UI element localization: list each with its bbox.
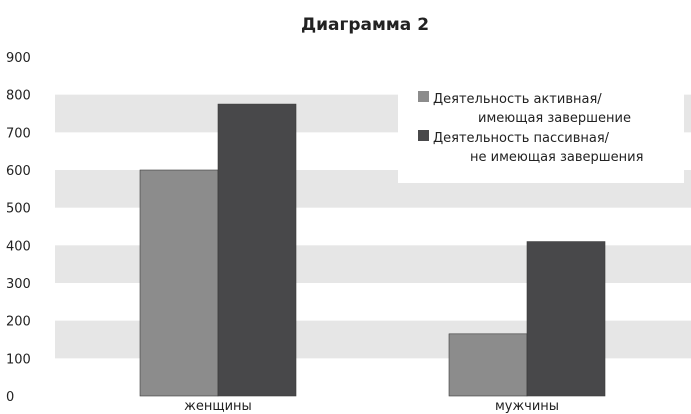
- x-axis-categories: женщины мужчины: [184, 399, 559, 414]
- category-label: женщины: [184, 399, 252, 414]
- y-tick-label: 500: [6, 202, 31, 217]
- legend-label: не имеющая завершения: [470, 150, 643, 165]
- y-tick-label: 800: [6, 89, 31, 104]
- bar: [139, 169, 219, 397]
- y-tick-label: 200: [6, 315, 31, 330]
- legend-swatch: [418, 130, 429, 141]
- y-tick-label: 100: [6, 352, 31, 367]
- y-tick-label: 400: [6, 239, 31, 254]
- legend-label: Деятельность активная/: [433, 92, 602, 107]
- legend: Деятельность активная/имеющая завершение…: [398, 75, 684, 183]
- legend-box: [398, 75, 684, 183]
- legend-label: Деятельность пассивная/: [433, 131, 610, 146]
- bars: [139, 103, 606, 397]
- y-tick-label: 700: [6, 126, 31, 141]
- bar: [526, 241, 606, 397]
- y-axis-ticks: 0 100 200 300 400 500 600 700 800 900: [6, 51, 31, 405]
- legend-label: имеющая завершение: [478, 111, 631, 126]
- y-tick-label: 600: [6, 164, 31, 179]
- y-tick-label: 900: [6, 51, 31, 66]
- bar: [448, 333, 528, 397]
- bar: [217, 103, 297, 397]
- y-tick-label: 0: [6, 390, 14, 405]
- y-tick-label: 300: [6, 277, 31, 292]
- legend-swatch: [418, 91, 429, 102]
- category-label: мужчины: [495, 399, 559, 414]
- chart-title: Диаграмма 2: [301, 15, 429, 35]
